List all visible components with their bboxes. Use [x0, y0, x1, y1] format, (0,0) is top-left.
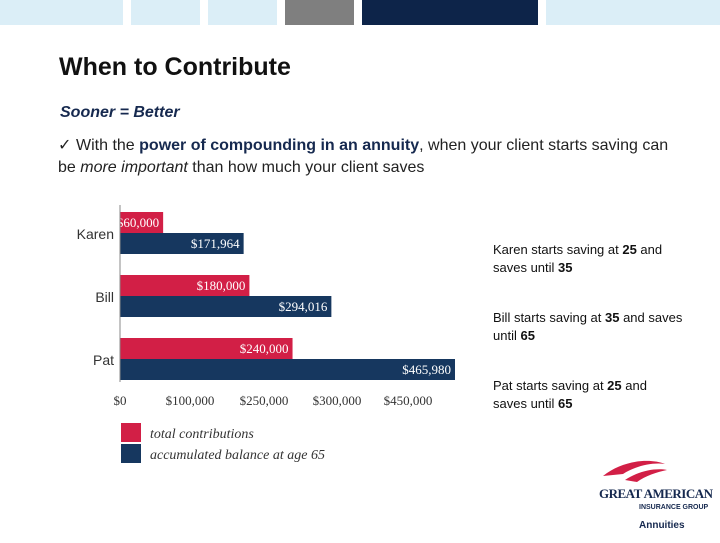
logo-line2: INSURANCE GROUP: [639, 504, 709, 511]
legend-swatch-contributions: [121, 423, 141, 442]
logo-line3: Annuities: [639, 520, 685, 531]
bullet-highlight: power of compounding in an annuity: [139, 137, 420, 154]
bar-pat-contributions: [120, 338, 293, 359]
top-bar-3: [208, 0, 277, 25]
bullet-pre: With the: [76, 137, 140, 154]
x-tick-label: $100,000: [166, 393, 215, 408]
x-tick-label: $250,000: [240, 393, 289, 408]
bullet-emphasis: more important: [80, 159, 188, 176]
slide-subtitle: Sooner = Better: [60, 104, 180, 121]
bar-bill-contributions: [120, 275, 250, 296]
check-icon: ✓: [58, 137, 72, 154]
top-bar-5: [362, 0, 538, 25]
bar-bill-balance: [120, 296, 332, 317]
bar-karen-balance: [120, 233, 244, 254]
note-karen: Karen starts saving at 25 and saves unti…: [493, 242, 663, 275]
slide-title: When to Contribute: [59, 53, 291, 81]
top-bar-1: [0, 0, 123, 25]
bar-label-pat-contributions: $240,000: [240, 341, 289, 356]
bar-karen-contributions: [120, 212, 164, 233]
bar-label-karen-contributions: $60,000: [117, 215, 159, 230]
bar-label-bill-balance: $294,016: [279, 299, 328, 314]
logo-line1: GREAT AMERICAN: [599, 486, 713, 501]
x-tick-label: $0: [114, 393, 127, 408]
top-bar-4: [285, 0, 354, 25]
top-bar-2: [131, 0, 200, 25]
legend-swatch-balance: [121, 444, 141, 463]
category-label-bill: Bill: [95, 289, 114, 305]
bar-label-karen-balance: $171,964: [191, 236, 240, 251]
note-bill: Bill starts saving at 35 and saves until…: [493, 310, 683, 343]
top-bar-6: [546, 0, 720, 25]
category-label-karen: Karen: [77, 226, 114, 242]
bar-pat-balance: [120, 359, 455, 380]
company-logo: GREAT AMERICAN INSURANCE GROUP Annuities: [595, 458, 715, 538]
bullet-text: ✓ With the power of compounding in an ann…: [58, 135, 678, 179]
legend-label-contributions: total contributions: [150, 427, 254, 442]
bar-label-pat-balance: $465,980: [402, 362, 451, 377]
legend-label-balance: accumulated balance at age 65: [150, 448, 325, 463]
eagle-swoosh-icon: [603, 460, 667, 482]
note-pat: Pat starts saving at 25 and saves until …: [493, 378, 647, 411]
x-tick-label: $450,000: [384, 393, 433, 408]
x-tick-label: $300,000: [313, 393, 362, 408]
category-label-pat: Pat: [93, 352, 114, 368]
bullet-post: than how much your client saves: [187, 159, 425, 176]
notes-panel: Karen starts saving at 25 and saves unti…: [493, 241, 683, 445]
bullet-mid: , when your client starts saving can be: [58, 137, 669, 176]
bar-label-bill-contributions: $180,000: [197, 278, 246, 293]
